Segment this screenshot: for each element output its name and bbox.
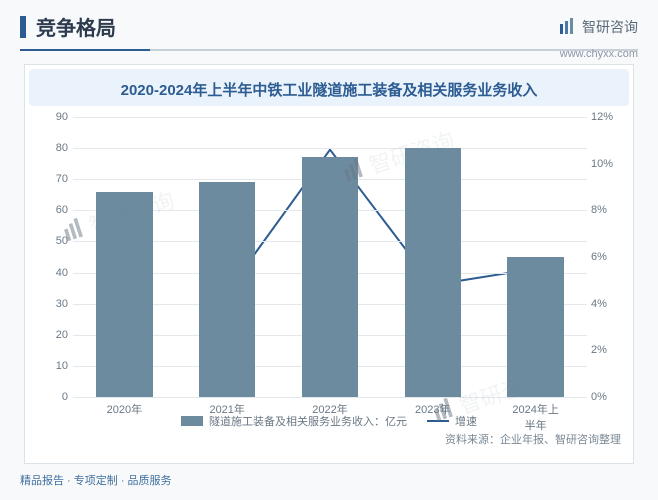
header: 竞争格局 智研咨询 [0,0,658,49]
y-right-tick: 6% [591,251,619,263]
legend-bar-label: 隧道施工装备及相关服务业务收入：亿元 [209,413,407,429]
y-left-tick: 10 [43,360,68,372]
bar [507,257,564,397]
bar [302,157,359,397]
y-right-tick: 10% [591,158,619,170]
y-left-tick: 40 [43,267,68,279]
y-right-tick: 4% [591,298,619,310]
bar [199,182,256,397]
bar [405,148,462,397]
y-left-tick: 0 [43,391,68,403]
chart-card: 2020-2024年上半年中铁工业隧道施工装备及相关服务业务收入 0102030… [24,64,634,464]
y-left-tick: 50 [43,235,68,247]
accent-bar [20,16,26,38]
line-swatch-icon [427,420,449,422]
y-left-tick: 20 [43,329,68,341]
y-left-tick: 60 [43,204,68,216]
y-right-tick: 12% [591,111,619,123]
source-text: 资料来源：企业年报、智研咨询整理 [445,431,621,447]
header-left: 竞争格局 [20,12,116,41]
brand-block: 智研咨询 [558,17,638,37]
plot-area: 01020304050607080900%2%4%6%8%10%12%2020年… [73,117,587,397]
y-left-tick: 70 [43,173,68,185]
y-right-tick: 2% [591,344,619,356]
y-left-tick: 90 [43,111,68,123]
grid-line [73,117,587,118]
bar [96,192,153,397]
legend-item-bar: 隧道施工装备及相关服务业务收入：亿元 [181,413,407,429]
legend-item-line: 增速 [427,413,477,429]
legend-line-label: 增速 [455,413,477,429]
grid-line [73,397,587,398]
y-left-tick: 80 [43,142,68,154]
brand-text: 智研咨询 [582,17,638,37]
bar-swatch-icon [181,416,203,426]
footer-text: 精品报告 · 专项定制 · 品质服务 [20,472,172,488]
chart-title: 2020-2024年上半年中铁工业隧道施工装备及相关服务业务收入 [29,69,629,106]
site-url: www.chyxx.com [560,48,638,60]
page-title: 竞争格局 [36,12,116,41]
y-right-tick: 8% [591,204,619,216]
y-left-tick: 30 [43,298,68,310]
grid-line [73,148,587,149]
y-right-tick: 0% [591,391,619,403]
legend: 隧道施工装备及相关服务业务收入：亿元 增速 [25,413,633,429]
brand-logo-icon [558,18,576,36]
header-divider [20,49,638,51]
